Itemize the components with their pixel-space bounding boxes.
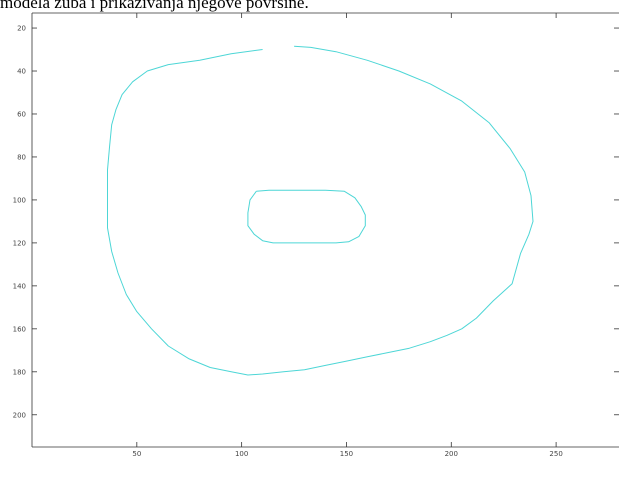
y-tick-label: 180 (13, 368, 26, 376)
y-tick-label: 200 (13, 411, 26, 419)
outer-contour-line (107, 45, 534, 376)
y-tick-label: 100 (13, 196, 26, 204)
plot-area (32, 13, 619, 447)
figure-caption: modela zuba i prikazivanja njegove površ… (0, 0, 309, 12)
y-tick-label: 140 (13, 282, 26, 290)
y-tick-label: 120 (13, 239, 26, 247)
y-tick-label: 160 (13, 325, 26, 333)
x-tick-label: 150 (340, 450, 353, 458)
x-tick-label: 50 (132, 450, 141, 458)
x-tick-label: 100 (235, 450, 248, 458)
x-tick-label: 250 (549, 450, 562, 458)
y-tick-label: 60 (17, 110, 26, 118)
x-tick-label: 200 (445, 450, 458, 458)
y-tick-label: 80 (17, 153, 26, 161)
inner-contour-line (247, 189, 366, 244)
y-tick-label: 40 (17, 68, 26, 76)
y-tick-label: 20 (17, 25, 26, 33)
